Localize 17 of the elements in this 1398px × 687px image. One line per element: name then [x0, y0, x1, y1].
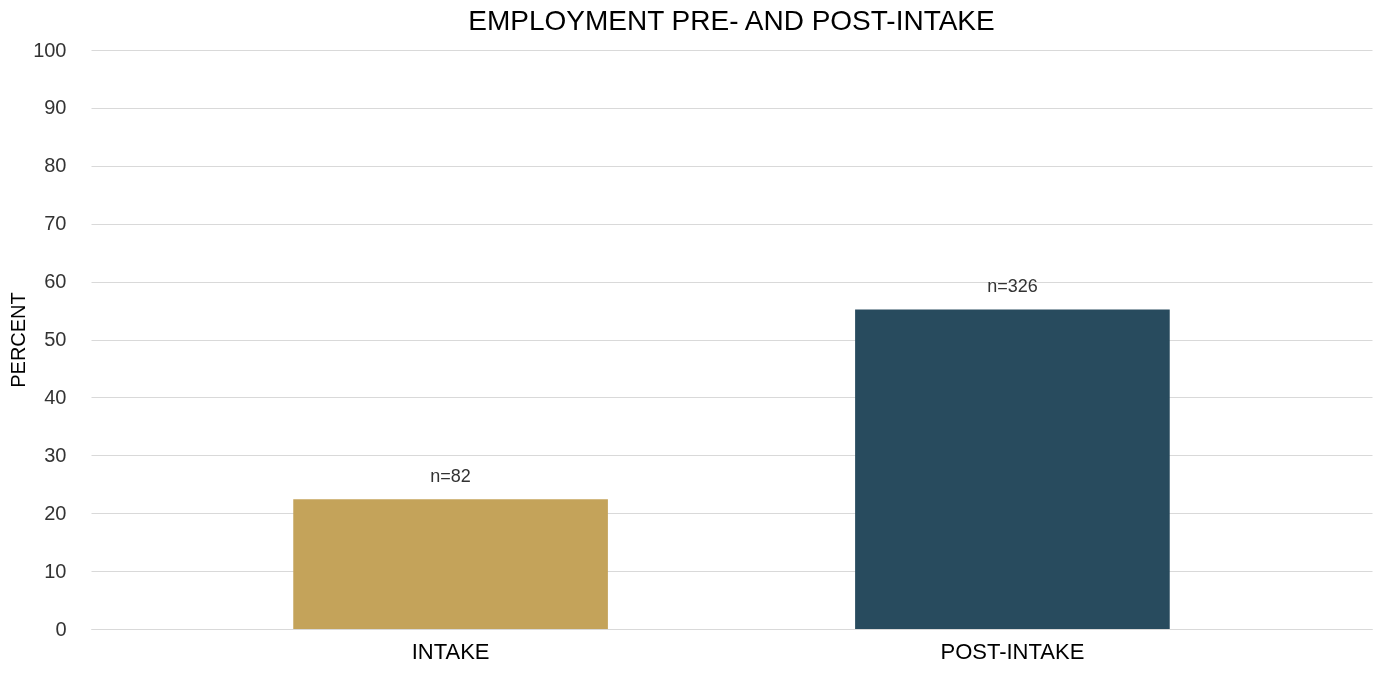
x-tick-label: INTAKE: [411, 638, 490, 664]
y-tick-label: 100: [33, 38, 67, 61]
y-axis-title: PERCENT: [7, 292, 30, 388]
y-tick-label: 70: [44, 212, 67, 235]
annotation: n=326: [987, 276, 1038, 297]
y-tick-label: 60: [44, 270, 67, 293]
y-tick-label: 90: [44, 96, 67, 119]
x-tick-label: POST-INTAKE: [940, 638, 1085, 664]
y-tick-label: 80: [44, 154, 67, 177]
y-tick-label: 10: [44, 559, 67, 582]
y-tick-label: 30: [44, 443, 67, 466]
annotation: n=82: [430, 466, 471, 487]
y-tick-label: 50: [44, 328, 67, 350]
y-tick-label: 0: [55, 617, 67, 640]
y-tick-label: 40: [44, 385, 67, 408]
chart-title: EMPLOYMENT PRE- AND POST-INTAKE: [468, 5, 995, 36]
y-tick-label: 20: [44, 501, 67, 524]
